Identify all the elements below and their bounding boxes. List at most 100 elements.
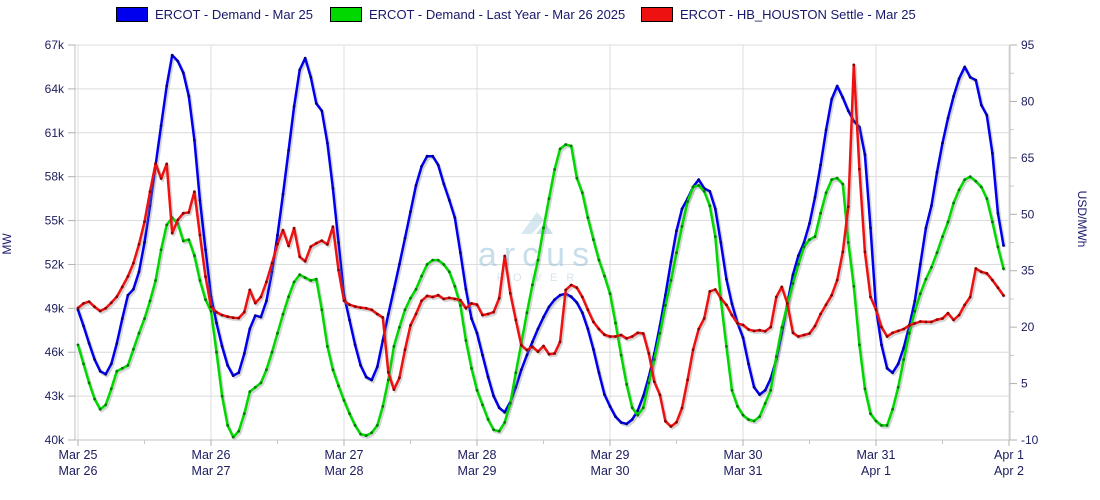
series-marker bbox=[819, 211, 822, 215]
series-marker bbox=[259, 315, 263, 319]
series-marker bbox=[259, 381, 263, 385]
series-marker bbox=[824, 191, 828, 195]
series-marker bbox=[398, 326, 401, 329]
series-marker bbox=[436, 293, 440, 297]
series-marker bbox=[608, 335, 612, 338]
series-marker bbox=[475, 303, 479, 306]
series-marker bbox=[680, 406, 684, 410]
series-marker bbox=[542, 315, 545, 319]
series-marker bbox=[326, 243, 329, 246]
series-marker bbox=[137, 331, 141, 335]
right-tick-label: -10 bbox=[1021, 433, 1039, 447]
series-marker bbox=[797, 263, 800, 266]
series-marker bbox=[996, 211, 1000, 215]
series-marker bbox=[342, 399, 346, 402]
series-marker bbox=[902, 358, 906, 361]
series-marker bbox=[880, 424, 883, 427]
series-marker bbox=[348, 303, 351, 306]
series-marker bbox=[481, 403, 484, 407]
series-marker bbox=[215, 350, 218, 354]
series-marker bbox=[924, 226, 928, 230]
series-marker bbox=[725, 277, 728, 281]
series-marker bbox=[846, 241, 850, 244]
series-marker bbox=[519, 343, 523, 347]
legend-item-demand-mar25[interactable]: ERCOT - Demand - Mar 25 bbox=[116, 7, 313, 22]
series-marker bbox=[370, 378, 374, 382]
series-marker bbox=[780, 326, 784, 329]
series-marker bbox=[187, 94, 191, 98]
legend-label: ERCOT - HB_HOUSTON Settle - Mar 25 bbox=[680, 7, 916, 22]
series-marker bbox=[963, 178, 967, 182]
series-marker bbox=[320, 109, 324, 113]
series-marker bbox=[542, 226, 545, 230]
series-marker bbox=[337, 241, 340, 244]
series-marker bbox=[808, 222, 811, 225]
series-marker bbox=[209, 305, 213, 309]
series-marker bbox=[808, 238, 811, 242]
series-marker bbox=[1002, 244, 1005, 247]
series-marker bbox=[691, 348, 695, 352]
series-marker bbox=[270, 350, 274, 354]
series-marker bbox=[558, 147, 562, 151]
series-marker bbox=[880, 343, 883, 347]
series-marker bbox=[447, 270, 451, 274]
series-marker bbox=[143, 317, 146, 320]
legend-label: ERCOT - Demand - Last Year - Mar 26 2025 bbox=[369, 7, 626, 22]
series-marker bbox=[869, 226, 872, 230]
series-marker bbox=[946, 116, 950, 120]
series-marker bbox=[802, 333, 806, 337]
series-marker bbox=[281, 192, 285, 196]
series-marker bbox=[220, 313, 224, 317]
series-marker bbox=[918, 292, 922, 296]
series-marker bbox=[957, 77, 961, 80]
series-marker bbox=[170, 231, 174, 235]
left-tick-label: 43k bbox=[45, 389, 65, 403]
series-marker bbox=[852, 63, 856, 67]
series-marker bbox=[614, 321, 617, 325]
series-marker bbox=[398, 263, 401, 266]
series-marker bbox=[503, 421, 507, 424]
series-marker bbox=[176, 59, 180, 63]
series-marker bbox=[858, 167, 861, 171]
series-marker bbox=[763, 329, 767, 333]
right-axis-title: USD/MWh bbox=[1075, 190, 1089, 248]
left-tick-label: 55k bbox=[45, 214, 65, 228]
series-marker bbox=[87, 342, 91, 345]
series-marker bbox=[774, 355, 778, 358]
left-tick-label: 61k bbox=[45, 126, 65, 140]
series-marker bbox=[625, 337, 628, 340]
series-shadow-2 bbox=[78, 65, 1007, 430]
series-marker bbox=[758, 415, 761, 418]
series-marker bbox=[486, 418, 490, 421]
series-line-1 bbox=[76, 143, 1005, 439]
series-marker bbox=[508, 402, 512, 405]
series-marker bbox=[569, 283, 573, 287]
series-marker bbox=[326, 345, 329, 348]
series-marker bbox=[658, 393, 662, 397]
series-marker bbox=[492, 394, 495, 398]
legend-item-demand-last-year[interactable]: ERCOT - Demand - Last Year - Mar 26 2025 bbox=[330, 7, 625, 22]
series-marker bbox=[763, 402, 767, 405]
series-marker bbox=[137, 243, 141, 246]
series-marker bbox=[403, 348, 407, 352]
series-marker bbox=[669, 425, 673, 428]
series-marker bbox=[974, 267, 978, 270]
series-marker bbox=[237, 371, 241, 375]
series-marker bbox=[863, 250, 867, 254]
series-marker bbox=[303, 259, 307, 263]
series-marker bbox=[846, 109, 850, 113]
series-marker bbox=[364, 434, 368, 437]
series-marker bbox=[331, 225, 335, 229]
series-marker bbox=[359, 306, 362, 309]
series-marker bbox=[220, 394, 224, 398]
series-marker bbox=[442, 297, 446, 301]
series-marker bbox=[819, 163, 822, 167]
series-marker bbox=[459, 298, 462, 302]
series-marker bbox=[647, 381, 651, 385]
series-marker bbox=[580, 191, 584, 195]
series-marker bbox=[603, 333, 606, 337]
series-marker bbox=[525, 311, 529, 315]
legend-item-hb-houston-settle[interactable]: ERCOT - HB_HOUSTON Settle - Mar 25 bbox=[641, 7, 916, 22]
series-marker bbox=[176, 218, 180, 222]
series-marker bbox=[769, 325, 773, 329]
